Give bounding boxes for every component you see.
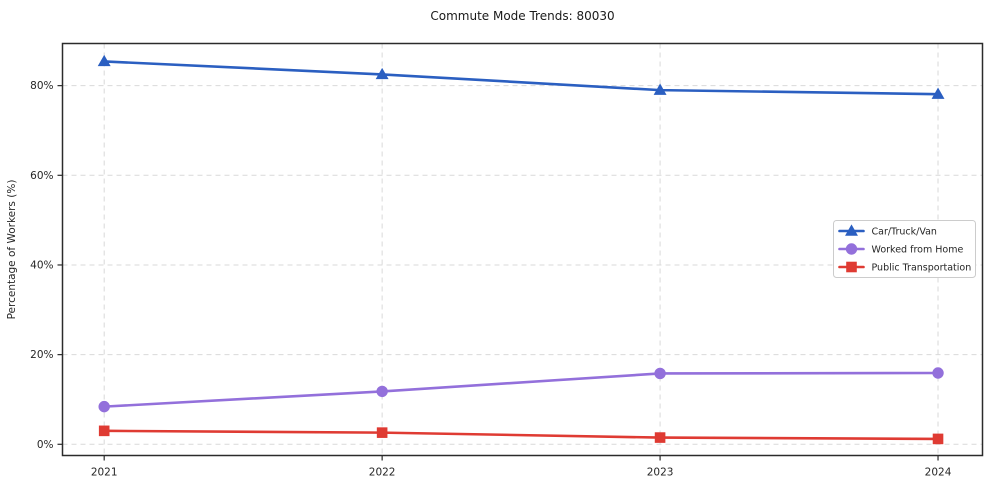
y-tick-label: 20%: [30, 349, 53, 361]
y-axis-label: Percentage of Workers (%): [6, 180, 18, 320]
y-tick-label: 80%: [30, 80, 53, 92]
legend-marker-car-truck-van: [845, 224, 858, 236]
y-tick-label: 40%: [30, 259, 53, 271]
data-point-worked-from-home: [932, 367, 944, 379]
data-point-worked-from-home: [376, 385, 388, 398]
legend-marker-public-transportation: [846, 261, 857, 273]
x-tick-label: 2021: [91, 467, 118, 479]
legend-label-public-transportation: Public Transportation: [872, 263, 972, 274]
x-tick-label: 2022: [369, 467, 396, 479]
data-point-public-transportation: [932, 433, 944, 445]
y-tick-label: 0%: [37, 439, 54, 451]
legend-label-car-truck-van: Car/Truck/Van: [872, 227, 937, 238]
data-point-public-transportation: [98, 425, 110, 437]
data-point-worked-from-home: [654, 367, 666, 380]
chart-title: Commute Mode Trends: 80030: [430, 9, 615, 23]
plot-border: [61, 42, 984, 457]
legend-label-worked-from-home: Worked from Home: [872, 245, 964, 256]
data-point-worked-from-home: [98, 400, 110, 413]
data-point-public-transportation: [376, 427, 388, 438]
data-point-public-transportation: [654, 432, 666, 443]
x-tick-label: 2023: [647, 467, 674, 479]
data-point-car-truck-van: [97, 54, 111, 67]
x-tick-label: 2024: [925, 467, 952, 479]
legend-marker-worked-from-home: [845, 243, 858, 255]
data-point-car-truck-van: [931, 87, 945, 99]
legend: [833, 220, 976, 278]
series-line-worked-from-home: [102, 371, 940, 408]
series-line-car-truck-van: [102, 60, 940, 96]
y-tick-label: 60%: [30, 170, 53, 182]
data-point-car-truck-van: [653, 83, 667, 95]
series-line-public-transportation: [102, 429, 940, 441]
data-point-car-truck-van: [375, 67, 389, 80]
